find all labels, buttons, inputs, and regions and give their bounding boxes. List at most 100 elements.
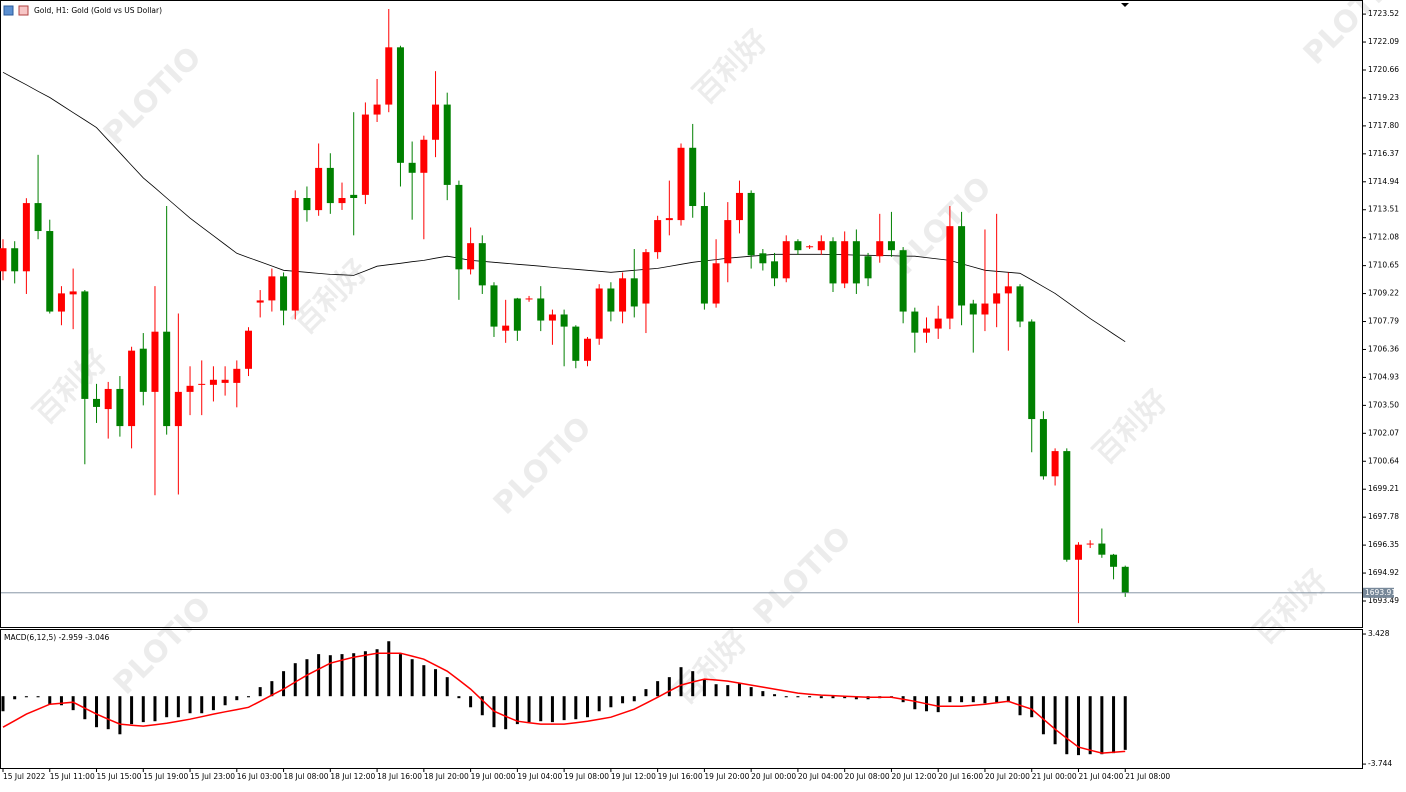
y-tick-label: 1723.52 [1368,9,1399,18]
histogram-bar [983,696,987,704]
candle-body [81,291,89,399]
histogram-bar [398,654,402,697]
histogram-bar [971,696,975,703]
y-tick-label: 1702.07 [1368,428,1399,437]
x-tick-label: 18 Jul 12:00 [330,772,375,781]
candle-body [630,278,638,307]
histogram-bar [1065,696,1069,755]
histogram-bar [118,696,122,735]
histogram-bar [445,677,449,697]
candle-body [724,220,732,264]
candle-body [1028,321,1036,420]
histogram-bar [1112,696,1116,754]
candle-body [700,206,708,304]
histogram-bar [36,696,40,698]
histogram-bar [819,696,823,699]
candle-body [0,248,7,272]
histogram-bar [995,696,999,703]
x-tick-label: 20 Jul 12:00 [891,772,936,781]
histogram-bar [504,696,508,730]
histogram-bar [539,696,543,722]
candle-body [677,147,685,221]
x-tick-label: 15 Jul 19:00 [143,772,188,781]
candle-body [186,385,194,392]
candle-body [747,192,755,256]
y-tick-label: 1720.66 [1368,65,1399,74]
histogram-bar [469,696,473,708]
candle-body [958,226,966,306]
candle-body [198,383,206,385]
candle-body [233,368,241,383]
signal-line [2,652,1126,754]
candle-body [408,162,416,173]
candle-body [104,388,112,410]
candle-body [280,276,288,311]
candle-body [455,184,463,270]
histogram-bar [258,687,262,697]
candle-body [829,241,837,284]
y-tick-label: 1713.51 [1368,205,1399,214]
y-tick-label: 1716.37 [1368,149,1399,158]
y-tick-label: 1712.08 [1368,233,1399,242]
current-price-label: 1693.91 [1365,588,1396,597]
histogram-bar [796,696,800,698]
candle-body [993,293,1001,304]
candle-body [373,104,381,115]
histogram-bar [913,696,917,710]
histogram-bar [282,671,286,697]
histogram-bar [562,696,566,721]
candle-body [303,198,311,211]
candle-body [338,198,346,204]
candle-body [1121,566,1129,593]
candle-body [69,291,77,295]
candle-body [817,241,825,251]
histogram-bar [1123,696,1127,750]
icon [18,5,29,16]
histogram-bar [854,696,858,700]
histogram-bar [363,651,367,697]
y-tick-label: 1714.94 [1368,177,1399,186]
histogram-bar [644,689,648,697]
y-tick-label: 1699.21 [1368,484,1399,493]
histogram-bar [691,671,695,697]
candle-body [560,314,568,327]
candle-body [432,104,440,140]
histogram-bar [223,696,227,706]
histogram-bar [679,667,683,697]
x-tick-label: 20 Jul 20:00 [985,772,1030,781]
candle-body [443,104,451,185]
candle-body [1074,544,1082,560]
histogram-bar [235,696,239,701]
histogram-bar [317,654,321,697]
candle-body [244,330,252,369]
candle-body [513,298,521,331]
candle-body [22,203,30,272]
histogram-bar [702,679,706,697]
candle-body [209,379,217,385]
x-tick-label: 18 Jul 08:00 [284,772,329,781]
candle-body [478,243,486,286]
candle-body [420,139,428,173]
candle-body [619,278,627,312]
x-tick-label: 15 Jul 23:00 [190,772,235,781]
histogram-bar [737,683,741,697]
candle-body [151,331,159,392]
candle-body [607,288,615,312]
candle-body [794,241,802,251]
marker [1121,3,1129,7]
candle-body [712,263,720,304]
candle-body [256,300,264,303]
candle-body [291,198,299,311]
y-tick-label: 1717.80 [1368,121,1399,130]
candle-body [946,226,954,319]
x-tick-label: 15 Jul 11:00 [50,772,95,781]
histogram-bar [1030,696,1034,718]
candle-body [34,203,42,232]
histogram-bar [246,696,250,698]
candle-body [139,348,147,392]
candle-body [163,331,171,427]
histogram-bar [352,653,356,697]
x-tick-label: 19 Jul 16:00 [658,772,703,781]
histogram-bar [340,654,344,697]
